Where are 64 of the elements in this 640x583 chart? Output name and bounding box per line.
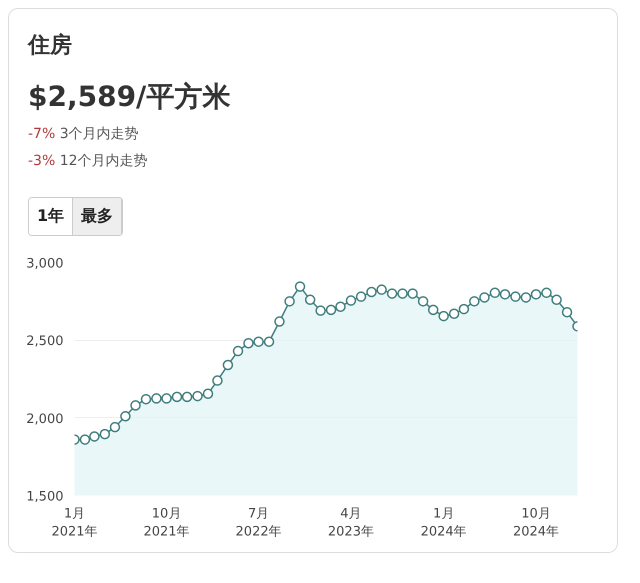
point xyxy=(541,288,552,298)
point xyxy=(335,302,346,312)
point xyxy=(438,311,449,322)
point xyxy=(346,296,356,306)
text: 最多 xyxy=(73,198,122,236)
point xyxy=(407,288,418,300)
y-tick-label: 2,500 xyxy=(26,334,64,350)
point xyxy=(264,336,274,348)
text: 1年 xyxy=(29,198,74,236)
point xyxy=(397,288,408,300)
point xyxy=(530,290,542,300)
point xyxy=(500,290,510,300)
y-tick-label: 3,000 xyxy=(26,256,64,272)
point xyxy=(80,434,90,446)
point xyxy=(192,391,203,402)
point xyxy=(151,394,162,404)
chart-subtitle: $2,589/平方米 xyxy=(28,79,230,116)
point xyxy=(562,307,572,318)
point xyxy=(386,288,398,300)
point xyxy=(243,338,254,349)
point xyxy=(469,296,480,307)
point xyxy=(448,308,460,320)
point xyxy=(284,296,295,307)
point xyxy=(232,346,244,357)
point xyxy=(428,305,438,316)
point xyxy=(222,360,234,371)
point xyxy=(376,284,387,296)
point xyxy=(326,305,336,316)
point xyxy=(418,296,428,307)
point xyxy=(294,282,306,292)
point xyxy=(182,392,192,403)
x-tick-label: 10月 2021年 xyxy=(143,506,190,540)
x-tick-label: 4月 2023年 xyxy=(328,506,374,540)
point xyxy=(479,292,490,304)
point xyxy=(510,292,521,302)
point xyxy=(253,336,264,348)
text: -7% 3个月内走势 xyxy=(28,126,139,142)
x-tick-label: 1月 2021年 xyxy=(51,506,98,540)
point xyxy=(315,306,326,316)
y-tick-label: 1,500 xyxy=(26,490,64,505)
point xyxy=(274,316,285,328)
point xyxy=(356,292,366,302)
point xyxy=(161,394,172,404)
point xyxy=(458,304,470,315)
point xyxy=(110,422,120,433)
point xyxy=(130,400,141,412)
point xyxy=(304,294,316,306)
point xyxy=(89,432,100,442)
point xyxy=(100,429,110,440)
point xyxy=(172,392,182,403)
point xyxy=(212,376,223,386)
point xyxy=(520,292,532,304)
chart-title: 住房 xyxy=(28,32,72,60)
text: -3% 12个月内走势 xyxy=(28,153,148,170)
point xyxy=(490,288,500,298)
point xyxy=(551,294,562,306)
x-tick-label: 1月 2024年 xyxy=(420,506,467,540)
y-tick-label: 2,000 xyxy=(26,412,64,428)
point xyxy=(366,287,377,298)
point xyxy=(120,411,131,422)
point xyxy=(140,394,152,405)
x-tick-label: 7月 2022年 xyxy=(236,506,282,540)
x-tick-label: 10月 2024年 xyxy=(512,506,560,540)
point xyxy=(202,388,214,400)
